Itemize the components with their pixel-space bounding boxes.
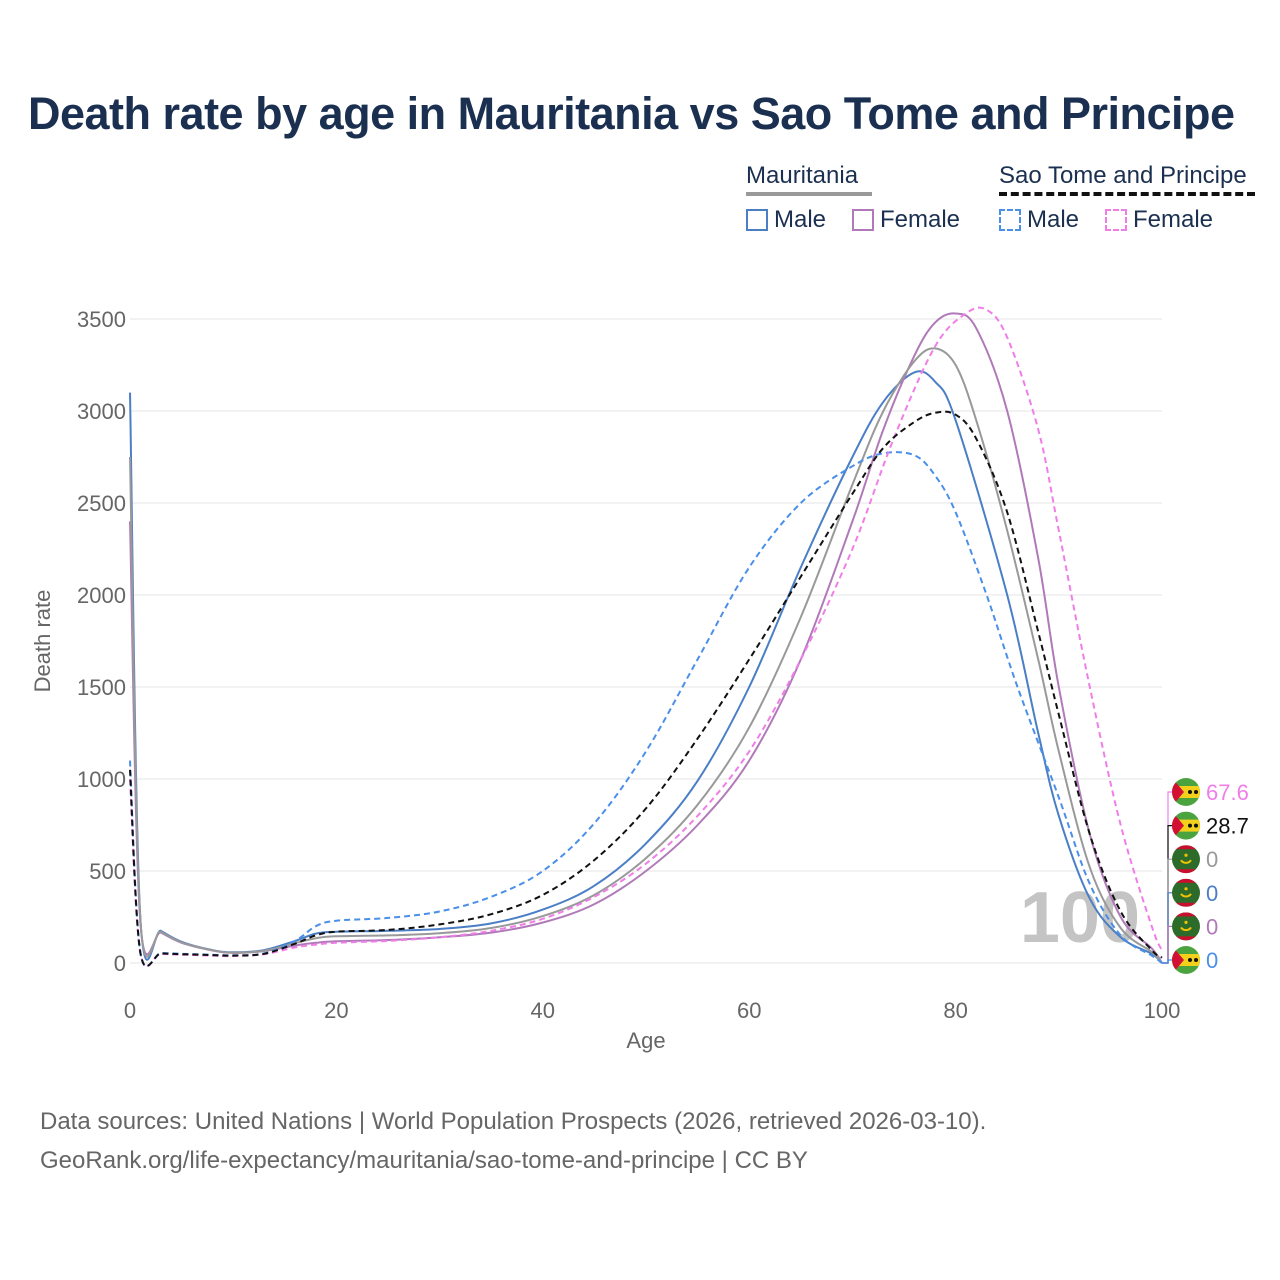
x-tick-label: 40 [531,998,555,1023]
flag-star [1184,887,1188,891]
flag-triangle [1172,946,1184,974]
end-label-value: 0 [1206,914,1218,939]
flag-star [1194,823,1198,828]
y-tick-label: 1000 [77,767,126,792]
end-label-2: 0 [1162,845,1218,964]
legend-item-sao-tome-female[interactable]: Female [1105,206,1213,234]
flag-stripe [1172,936,1200,941]
end-label-value: 0 [1206,847,1218,872]
mauritania-flag-icon [1172,845,1200,874]
series-line-3 [129,451,1163,968]
legend-swatch [1105,209,1127,231]
flag-triangle [1172,811,1184,840]
x-axis-title: Age [626,1028,665,1053]
flag-field [1172,912,1200,941]
end-label-value: 0 [1206,948,1218,973]
y-tick-label: 2000 [77,583,126,608]
end-label-5: 0 [1162,946,1218,974]
sao-tome-flag-icon [1172,946,1200,974]
flag-star [1188,790,1192,794]
flag-star [1188,958,1192,962]
y-tick-label: 0 [114,951,126,976]
legend-item-sao-tome-male[interactable]: Male [999,206,1079,234]
y-tick-label: 3000 [77,399,126,424]
series-line-2 [129,347,1163,964]
legend-group-title: Mauritania [746,162,859,189]
flag-stripe [1172,902,1200,907]
sao-tome-flag-icon [1172,778,1200,806]
end-label-connector [1162,791,1176,964]
end-label-4: 0 [1162,912,1218,964]
flag-star [1184,920,1188,925]
x-tick-label: 100 [1144,998,1181,1023]
legend-item-mauritania-female[interactable]: Female [852,206,960,234]
y-tick-label: 1500 [77,675,126,700]
flag-crescent [1180,859,1192,864]
flag-crescent [1180,893,1192,898]
flag-triangle [1172,778,1184,806]
flag-field [1172,878,1200,907]
end-label-value: 0 [1206,881,1218,906]
legend-swatch [852,209,874,231]
legend-item-mauritania-male[interactable]: Male [746,206,826,234]
legend-group-line [999,192,1255,196]
x-tick-label: 0 [124,998,136,1023]
legend-group-title: Sao Tome and Principe [999,162,1247,189]
flag-stripe [1172,869,1200,874]
legend-label: Female [1133,206,1214,233]
flag-field [1172,845,1200,874]
footer-url[interactable]: GeoRank.org/life-expectancy/mauritania/s… [40,1147,808,1174]
legend-swatch [999,209,1021,231]
end-label-value: 28.7 [1206,814,1249,839]
end-label-1: 28.7 [1162,811,1249,964]
y-tick-label: 500 [89,859,126,884]
sao-tome-flag-icon [1172,811,1200,840]
flag-crescent [1180,926,1192,932]
legend-group-line [746,192,872,196]
end-label-value: 67.6 [1206,780,1249,805]
x-tick-label: 20 [324,998,348,1023]
x-tick-label: 80 [943,998,967,1023]
end-label-3: 0 [1162,878,1218,964]
watermark-year: 100 [1020,878,1140,958]
flag-star [1188,823,1192,828]
y-tick-label: 3500 [77,307,126,332]
chart-title: Death rate by age in Mauritania vs Sao T… [28,88,1235,139]
end-label-connector [1162,858,1176,964]
flag-star [1184,853,1188,857]
footer-source: Data sources: United Nations | World Pop… [40,1108,987,1135]
legend-label: Female [880,206,961,233]
legend-swatch [746,209,768,231]
flag-stripe [1172,878,1200,883]
x-tick-label: 60 [737,998,761,1023]
mauritania-flag-icon [1172,912,1200,941]
y-axis-title: Death rate [30,590,55,693]
flag-star [1194,790,1198,794]
flag-stripe [1172,845,1200,850]
series-line-0 [129,370,1163,964]
flag-star [1194,958,1198,962]
legend-label: Male [774,206,827,233]
series-line-4 [129,306,1163,968]
legend-label: Male [1027,206,1080,233]
series-line-5 [129,410,1163,968]
y-tick-label: 2500 [77,491,126,516]
flag-stripe [1172,912,1200,917]
mauritania-flag-icon [1172,878,1200,907]
